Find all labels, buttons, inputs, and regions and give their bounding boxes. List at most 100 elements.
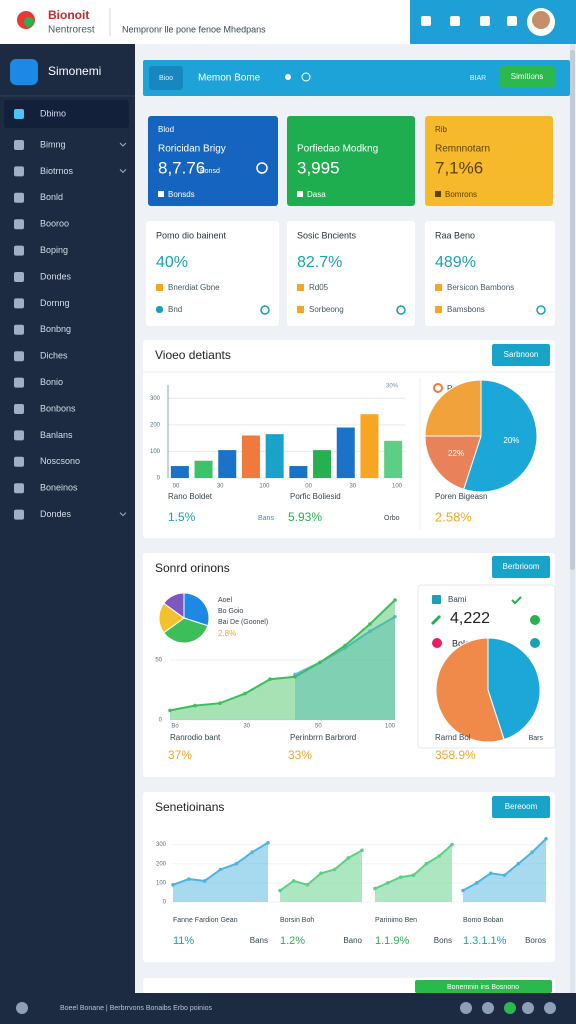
side-icon [530, 638, 540, 648]
button-label[interactable]: Simitions [511, 72, 543, 81]
footer-label: Porfic Boliesid [290, 492, 341, 501]
menu-item[interactable]: Dondes [40, 509, 72, 519]
area-fill [280, 850, 362, 902]
menu-icon [14, 430, 24, 441]
point [346, 856, 351, 860]
header-icon[interactable] [421, 16, 431, 26]
point [332, 867, 337, 872]
bar [360, 414, 379, 478]
menu-item[interactable]: Bonbons [40, 403, 76, 413]
footer-value: 358.9% [435, 748, 476, 762]
side-icon [432, 638, 442, 648]
stat-foot: Bonsds [168, 190, 195, 199]
menu-icon [14, 109, 24, 119]
chart-note: Bans [250, 936, 268, 945]
chevron [119, 169, 127, 174]
footer-bar [0, 993, 576, 1024]
tab[interactable] [149, 66, 183, 90]
menu-item[interactable]: Dbimo [40, 108, 66, 118]
search-text: Nempronr lle pone fenoe Mhedpans [122, 24, 266, 34]
menu-icon [14, 456, 24, 467]
button-label[interactable]: Sarbnoon [504, 350, 539, 359]
metric-value: 82.7% [297, 254, 342, 271]
bottom-button[interactable] [415, 980, 552, 993]
header-icon[interactable] [507, 16, 517, 26]
chart-note: 30% [386, 384, 399, 390]
menu-item[interactable]: Noscsono [40, 456, 80, 466]
bar [384, 440, 403, 478]
menu-item[interactable]: Boneinos [40, 483, 78, 493]
point [266, 840, 270, 845]
menu-item[interactable]: Bonbng [40, 324, 71, 334]
button-label[interactable]: Berbrioom [503, 562, 540, 571]
menu-item[interactable]: Diches [40, 351, 68, 361]
button-label[interactable]: Bereoom [505, 802, 538, 811]
point [502, 873, 507, 877]
menu-icon [14, 166, 24, 177]
stat-label: Roricidan Brigy [158, 144, 226, 155]
footer-icon [460, 1002, 472, 1014]
point [393, 615, 397, 619]
point [343, 643, 347, 648]
stat-tag: Rib [435, 125, 448, 134]
metric-icon [156, 306, 163, 313]
stat-value: 8,7.76 [158, 158, 205, 177]
section-button[interactable] [492, 556, 550, 578]
point [305, 882, 310, 887]
trend-icon [430, 614, 442, 626]
footer-value: 37% [168, 748, 192, 762]
bar [170, 466, 189, 478]
tab-label[interactable]: Bioo [159, 75, 173, 82]
metric-action [396, 305, 406, 315]
area-fill [463, 838, 546, 902]
footer-value: 1.5% [168, 510, 196, 524]
chart-label: Parinimo Ben [375, 917, 417, 924]
menu-item[interactable]: Bimng [40, 139, 66, 149]
area-line [169, 599, 396, 712]
toolbar-icon [301, 72, 311, 82]
toolbar-title: Memon Bome [198, 73, 261, 84]
menu-item[interactable]: Dornng [40, 298, 70, 308]
side-label: Bami [448, 595, 466, 604]
pie-slice [463, 379, 538, 493]
y-tick-label: 0 [157, 476, 161, 482]
menu-item[interactable]: Bonld [40, 192, 63, 202]
footer-note: Bans [258, 515, 274, 522]
sidebar-logo [10, 59, 38, 85]
legend-label: Bo Goio [218, 608, 243, 615]
side-icon [432, 595, 441, 604]
menu-item[interactable]: Bonio [40, 377, 63, 387]
menu-item[interactable]: Booroo [40, 219, 69, 229]
side-icon [530, 615, 540, 625]
metric-line: Sorbeong [309, 305, 344, 314]
point [171, 882, 175, 887]
point [360, 848, 364, 853]
metric-line: Rd05 [309, 283, 329, 292]
footer-label: Ranrodio bant [170, 733, 221, 742]
header-icon[interactable] [450, 16, 460, 26]
section-button[interactable] [492, 344, 550, 366]
menu-item[interactable]: Boping [40, 245, 68, 255]
y-tick-label: 300 [150, 396, 161, 402]
toolbar-button[interactable] [500, 66, 555, 88]
section-button[interactable] [492, 796, 550, 818]
bar [218, 450, 237, 478]
menu-item[interactable]: Biotrnos [40, 166, 74, 176]
legend-dot [433, 383, 443, 393]
point [368, 622, 372, 626]
menu-icon [14, 298, 24, 309]
y-tick-label: 0 [159, 718, 163, 724]
footer-label: Rano Boldet [168, 492, 213, 501]
chart-note: Bano [343, 936, 362, 945]
footer-icon [482, 1002, 494, 1014]
footer-text: Boeel Bonane | Berbrrvons Bonaibs Erbo p… [60, 1005, 213, 1012]
y-tick-label: 50 [155, 658, 162, 664]
menu-item[interactable]: Banlans [40, 430, 73, 440]
y-tick-label: 100 [150, 449, 161, 455]
toolbar-icon [285, 74, 291, 80]
metric-title: Pomo dio bainent [156, 230, 227, 240]
button-label[interactable]: Bonemnin ins Bosnono [447, 984, 519, 991]
header-icon[interactable] [480, 16, 490, 26]
stat-card [287, 116, 415, 206]
menu-item[interactable]: Dondes [40, 271, 72, 281]
